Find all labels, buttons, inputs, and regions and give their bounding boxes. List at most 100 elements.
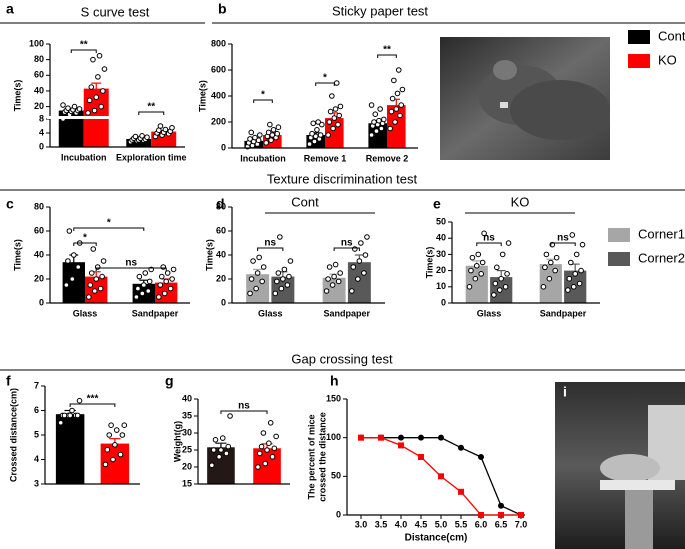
legend-swatch (608, 252, 630, 266)
data-point (325, 276, 331, 282)
data-point (260, 264, 267, 270)
data-point (553, 254, 560, 261)
x-tick-label: 4.5 (415, 519, 428, 529)
data-point (273, 433, 279, 440)
data-point (102, 461, 109, 468)
data-point (268, 137, 274, 143)
data-point (478, 271, 484, 277)
data-point (275, 270, 282, 276)
data-point (71, 252, 77, 258)
data-point (90, 246, 97, 252)
data-point (110, 456, 116, 463)
data-point (381, 116, 387, 123)
data-point (337, 270, 343, 276)
data-point (119, 432, 126, 438)
data-point (76, 397, 83, 404)
data-point (169, 276, 175, 282)
data-point (157, 123, 164, 129)
y-tick-label: 50 (436, 216, 446, 226)
data-point (505, 240, 512, 246)
data-point (355, 276, 361, 282)
data-point (146, 278, 153, 285)
data-point (368, 132, 375, 138)
data-point (65, 105, 71, 111)
panel-label: e (433, 196, 441, 212)
data-point (310, 120, 317, 127)
x-tick-label: Glass (258, 308, 283, 318)
data-point (144, 134, 150, 140)
significance-label: ns (557, 233, 569, 244)
y-tick-label: 400 (211, 90, 226, 100)
significance-bracket (253, 99, 273, 103)
significance-label: ns (238, 401, 250, 412)
data-point (121, 422, 128, 429)
data-point (267, 121, 273, 128)
data-point (271, 445, 278, 452)
data-point (160, 264, 167, 270)
y-tick-label: 10 (436, 281, 446, 291)
significance-label: ns (341, 238, 353, 249)
data-point (219, 435, 226, 441)
data-point (141, 282, 147, 288)
data-point (139, 290, 146, 297)
panel-label: i (563, 384, 567, 400)
data-point (552, 267, 558, 274)
data-point (326, 119, 333, 125)
data-point (158, 273, 165, 280)
data-point (264, 447, 270, 453)
significance-label: * (83, 233, 87, 244)
data-point (210, 447, 217, 453)
data-point (108, 422, 114, 429)
marker (518, 512, 524, 518)
data-point (466, 284, 473, 290)
data-point (546, 275, 553, 282)
x-tick-label: Sandpaper (540, 308, 587, 318)
significance-label: * (261, 90, 265, 101)
bar (55, 414, 85, 484)
bar (126, 138, 152, 147)
data-point (352, 246, 358, 252)
data-point (164, 270, 171, 276)
data-point (336, 112, 343, 119)
data-point (270, 127, 277, 133)
data-point (100, 88, 106, 94)
data-point (568, 259, 574, 266)
significance-bracket (95, 267, 167, 271)
data-point (269, 454, 276, 460)
x-tick-label: 3.5 (375, 519, 388, 529)
y-tick-label: 20 (34, 101, 44, 111)
y-axis-label: Crossed distance(cm) (8, 388, 18, 482)
data-point (373, 128, 380, 134)
data-point (391, 77, 397, 84)
x-tick-label: 6.0 (475, 519, 488, 529)
y-tick-label: 0 (441, 297, 446, 307)
data-point (86, 294, 92, 300)
data-point (163, 278, 169, 285)
data-point (57, 419, 64, 426)
data-point (312, 133, 319, 140)
x-tick-label: 5.5 (455, 519, 468, 529)
y-tick-label: 30 (436, 249, 446, 259)
data-point (394, 90, 401, 97)
photo-gap (555, 382, 685, 549)
significance-bracket (69, 403, 116, 407)
y-tick-label: 60 (216, 225, 226, 235)
significance-bracket (138, 111, 165, 115)
axis-break (44, 116, 185, 119)
marker (418, 454, 424, 460)
data-point (502, 284, 509, 290)
data-point (113, 427, 120, 433)
chart-title: KO (511, 194, 530, 209)
significance-label: ** (147, 102, 155, 113)
y-axis-label: Time(s) (12, 80, 22, 112)
data-point (358, 240, 364, 246)
data-point (306, 141, 313, 147)
data-point (504, 271, 510, 277)
data-point (377, 106, 383, 112)
data-point (69, 276, 76, 282)
data-point (376, 117, 382, 124)
data-point (274, 130, 281, 137)
marker (498, 502, 504, 509)
data-point (255, 137, 262, 143)
